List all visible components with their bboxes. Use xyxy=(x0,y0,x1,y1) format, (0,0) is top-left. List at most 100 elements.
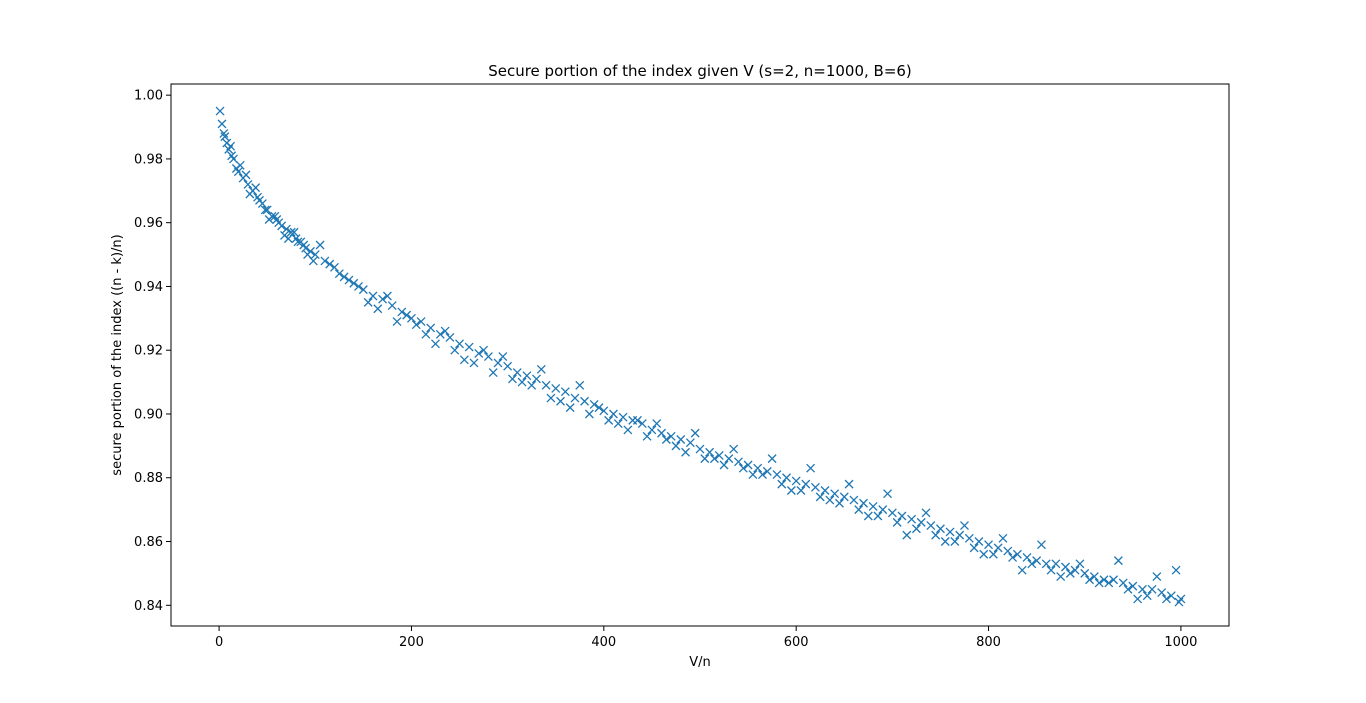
data-point-marker xyxy=(772,470,782,480)
data-point-marker xyxy=(474,348,484,358)
data-point-marker xyxy=(1056,572,1066,582)
data-point-marker xyxy=(700,454,710,464)
x-tick-label: 800 xyxy=(976,635,1001,650)
data-point-marker xyxy=(570,393,580,403)
data-point-marker xyxy=(517,377,527,387)
data-point-marker xyxy=(426,323,436,333)
data-point-marker xyxy=(791,476,801,486)
data-point-marker xyxy=(368,291,378,301)
plot-frame xyxy=(170,83,1230,627)
data-point-marker xyxy=(1032,556,1042,566)
data-point-marker xyxy=(998,533,1008,543)
x-tick-label: 600 xyxy=(784,635,809,650)
data-point-marker xyxy=(604,415,614,425)
data-point-marker xyxy=(1027,559,1037,569)
y-axis-label: secure portion of the index ((n - k)/n) xyxy=(110,234,125,475)
data-point-marker xyxy=(1118,578,1128,588)
data-point-marker xyxy=(1162,594,1171,604)
data-point-marker xyxy=(844,479,854,489)
data-point-marker xyxy=(753,463,763,473)
data-point-marker xyxy=(1061,562,1070,572)
data-point-marker xyxy=(556,396,565,406)
x-axis: 0 200 400 600 800 1000 xyxy=(215,626,1197,650)
data-point-marker xyxy=(450,345,460,355)
data-point-marker xyxy=(325,259,335,269)
data-point-marker xyxy=(974,537,984,546)
data-point-marker xyxy=(217,119,227,129)
data-point-marker xyxy=(1104,578,1114,588)
data-point-marker xyxy=(488,368,498,377)
data-point-marker xyxy=(1085,575,1094,585)
x-tick-label: 400 xyxy=(591,635,616,650)
data-point-marker xyxy=(445,333,455,342)
data-point-marker xyxy=(387,301,397,311)
data-point-marker xyxy=(1008,552,1018,562)
data-point-marker xyxy=(839,492,849,502)
data-point-marker xyxy=(1123,584,1133,594)
y-tick-label: 0.84 xyxy=(134,599,163,614)
data-point-marker xyxy=(503,361,513,371)
data-point-marker xyxy=(661,435,671,444)
y-tick-label: 0.94 xyxy=(134,280,163,295)
data-point-marker xyxy=(270,211,280,221)
data-point-marker xyxy=(507,374,517,384)
data-point-marker xyxy=(262,205,272,215)
data-point-marker xyxy=(330,262,339,272)
data-point-marker xyxy=(536,364,546,374)
data-point-marker xyxy=(695,444,705,454)
data-point-marker xyxy=(303,250,313,260)
data-point-marker xyxy=(897,511,907,521)
data-point-marker xyxy=(320,256,330,266)
data-point-marker xyxy=(310,250,320,260)
data-point-marker xyxy=(1147,584,1157,594)
data-point-marker xyxy=(979,549,989,559)
data-point-marker xyxy=(378,294,388,304)
data-point-marker xyxy=(767,454,777,464)
data-point-marker xyxy=(1022,552,1032,562)
data-point-marker xyxy=(546,393,556,403)
data-point-marker xyxy=(806,463,816,473)
data-point-marker xyxy=(483,352,493,362)
data-point-marker xyxy=(1109,575,1119,585)
data-point-marker xyxy=(397,307,407,317)
data-point-marker xyxy=(618,412,628,422)
y-tick-label: 0.90 xyxy=(134,407,163,422)
data-point-marker xyxy=(945,527,955,537)
data-point-marker xyxy=(810,482,820,492)
data-point-marker xyxy=(714,450,724,460)
data-point-marker xyxy=(964,533,974,543)
data-point-marker xyxy=(719,460,729,470)
data-point-marker xyxy=(363,297,373,307)
data-point-marker xyxy=(455,339,465,349)
data-point-marker xyxy=(835,498,844,508)
data-point-marker xyxy=(1046,565,1056,575)
data-point-marker xyxy=(565,403,575,413)
data-point-marker xyxy=(969,543,979,553)
data-point-marker xyxy=(623,425,633,435)
data-point-marker xyxy=(777,479,787,489)
data-point-marker xyxy=(988,549,998,559)
data-point-marker xyxy=(637,419,647,429)
data-point-marker xyxy=(729,444,739,454)
data-point-marker xyxy=(1070,565,1080,575)
data-point-marker xyxy=(642,431,652,441)
data-point-marker xyxy=(1051,559,1061,569)
data-point-marker xyxy=(960,521,969,531)
data-point-marker xyxy=(532,374,541,384)
data-point-marker xyxy=(358,285,368,295)
data-point-marker xyxy=(299,240,309,250)
data-point-marker xyxy=(339,272,349,282)
data-point-marker xyxy=(1017,565,1027,575)
data-point-marker xyxy=(1094,578,1104,588)
data-point-marker xyxy=(1128,581,1138,591)
data-point-marker xyxy=(1137,584,1147,594)
data-point-marker xyxy=(1157,588,1167,597)
data-point-marker xyxy=(868,501,878,511)
data-point-marker xyxy=(286,227,296,237)
data-point-marker xyxy=(226,141,236,151)
data-point-marker xyxy=(820,486,830,495)
data-point-marker xyxy=(825,495,835,505)
data-point-marker xyxy=(1174,597,1184,607)
data-point-marker xyxy=(334,269,344,279)
